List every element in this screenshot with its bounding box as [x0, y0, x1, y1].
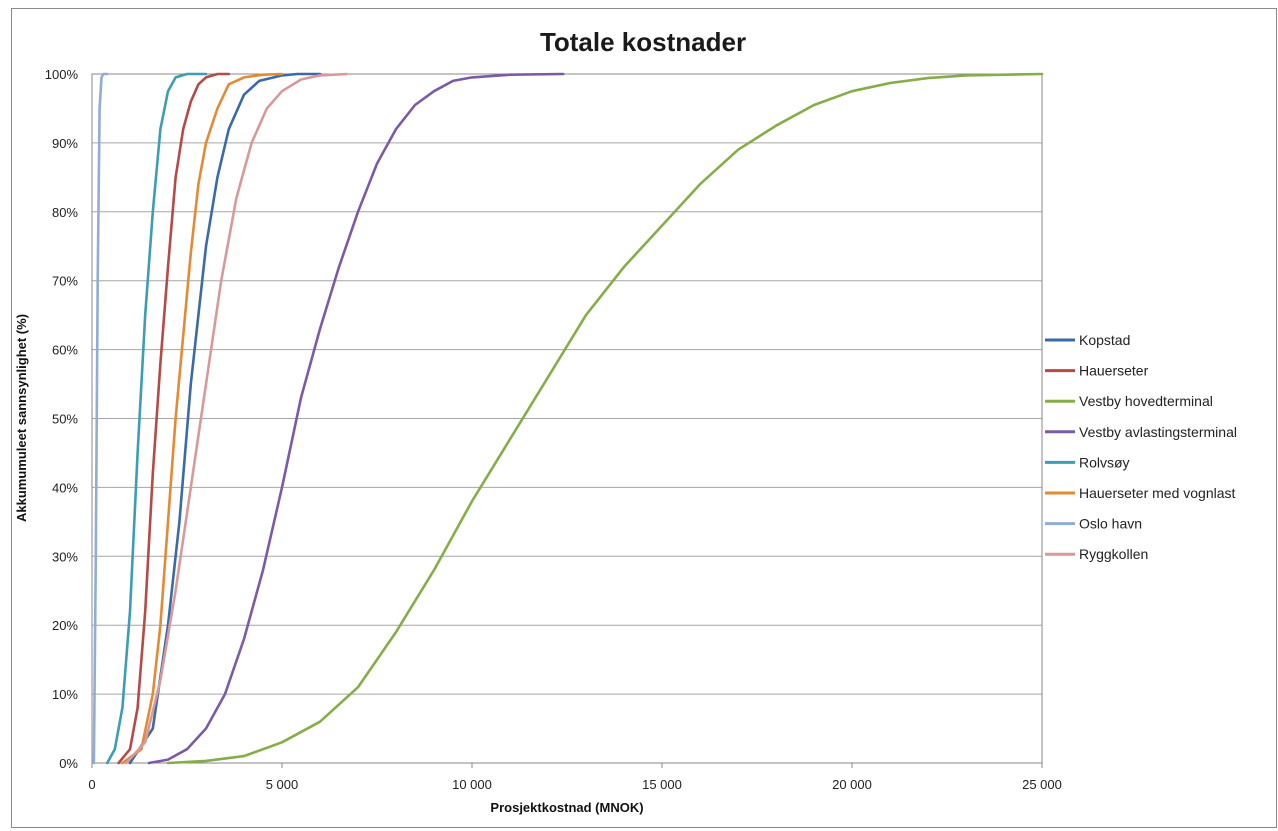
legend-item: Hauerseter med vognlast: [1045, 485, 1236, 501]
legend-label: Ryggkollen: [1079, 546, 1148, 562]
legend-item: Kopstad: [1045, 332, 1130, 348]
chart-title: Totale kostnader: [540, 27, 746, 57]
chart-frame: Totale kostnader 0 5 000 10 000 15 000 20 00…: [11, 8, 1277, 828]
y-tick-label: 60%: [52, 343, 78, 358]
legend-label: Kopstad: [1079, 332, 1130, 348]
legend-label: Rolvsøy: [1079, 454, 1130, 470]
series-line-4: [105, 72, 208, 765]
grid-lines: [92, 73, 1042, 695]
legend-label: Hauerseter med vognlast: [1079, 485, 1236, 501]
legend: Kopstad Hauerseter Vestby hovedterminal Ves…: [1045, 332, 1237, 562]
legend-item: Vestby hovedterminal: [1045, 393, 1213, 409]
y-tick-label: 20%: [52, 618, 78, 633]
legend-label: Vestby hovedterminal: [1079, 393, 1213, 409]
legend-item: Hauerseter: [1045, 363, 1149, 379]
legend-label: Oslo havn: [1079, 516, 1142, 532]
y-axis-ticks: 0% 10% 20% 30% 40% 50% 60% 70% 80% 90% 100%: [45, 67, 79, 771]
series-line-6: [92, 72, 109, 765]
series-line-1: [117, 72, 231, 765]
legend-item: Vestby avlastingsterminal: [1045, 424, 1237, 440]
legend-item: Rolvsøy: [1045, 454, 1130, 470]
x-tick-label: 0: [88, 777, 95, 792]
x-axis-title: Prosjektkostnad (MNOK): [490, 800, 643, 815]
x-tick-label: 20 000: [832, 777, 872, 792]
x-tick-label: 25 000: [1022, 777, 1062, 792]
y-tick-label: 40%: [52, 480, 78, 495]
series-layer: [92, 72, 1044, 765]
plot-area-border: [91, 73, 1043, 764]
y-tick-label: 50%: [52, 412, 78, 427]
series-line-2: [166, 72, 1044, 765]
series-line-5: [121, 72, 284, 765]
legend-item: Ryggkollen: [1045, 546, 1148, 562]
series-line-7: [124, 72, 348, 765]
x-tick-label: 10 000: [452, 777, 492, 792]
y-tick-label: 30%: [52, 549, 78, 564]
series-line-3: [147, 72, 565, 765]
legend-label: Vestby avlastingsterminal: [1079, 424, 1237, 440]
y-tick-label: 0%: [59, 756, 78, 771]
x-tick-label: 5 000: [266, 777, 299, 792]
x-tick-label: 15 000: [642, 777, 682, 792]
legend-item: Oslo havn: [1045, 516, 1142, 532]
legend-label: Hauerseter: [1079, 363, 1149, 379]
x-axis-ticks: 0 5 000 10 000 15 000 20 000 25 000: [88, 763, 1062, 792]
series-line-0: [128, 72, 322, 765]
y-tick-label: 70%: [52, 274, 78, 289]
y-tick-label: 90%: [52, 136, 78, 151]
y-tick-label: 100%: [45, 67, 79, 82]
y-tick-label: 80%: [52, 205, 78, 220]
chart-svg: Totale kostnader 0 5 000 10 000 15 000 20 00…: [14, 27, 1237, 815]
y-axis-title: Akkumumuleet sannsynlighet (%): [14, 314, 29, 522]
y-tick-label: 10%: [52, 687, 78, 702]
